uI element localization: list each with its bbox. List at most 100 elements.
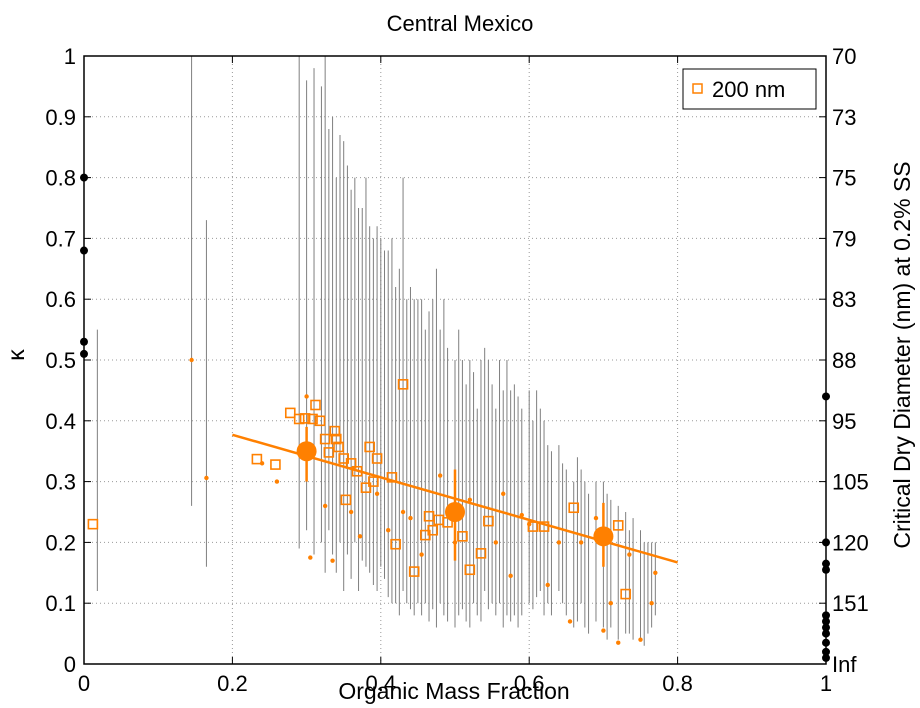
square-point	[371, 453, 383, 464]
square-point	[620, 588, 631, 600]
square-point	[299, 413, 311, 424]
x-tick-label: 0	[78, 671, 90, 696]
small-point	[259, 461, 265, 466]
square-point	[323, 447, 335, 458]
y2-tick-label: 88	[832, 348, 856, 373]
small-point	[437, 473, 443, 478]
small-point	[593, 515, 599, 521]
small-point	[627, 552, 632, 557]
small-point	[501, 491, 506, 496]
small-point	[616, 640, 621, 645]
square-point	[319, 433, 331, 445]
y-tick-label: 0.6	[45, 287, 76, 312]
legend-label: 200 nm	[712, 77, 785, 102]
fit-line	[232, 433, 678, 564]
square-point	[251, 453, 263, 465]
square-point	[612, 520, 624, 531]
y-tick-label: 0.8	[45, 166, 76, 191]
small-point	[493, 540, 499, 545]
square-point	[284, 407, 296, 419]
y2-tick-label: 73	[832, 105, 856, 130]
small-point	[348, 509, 354, 515]
small-point	[189, 357, 194, 363]
y2-tick-label: 83	[832, 287, 856, 312]
y-tick-label: 0.7	[45, 226, 76, 251]
x-tick-label: 0.4	[366, 671, 397, 696]
square-point	[568, 502, 580, 514]
small-point	[330, 558, 335, 563]
small-point	[608, 601, 614, 606]
y2-tick-label: 151	[832, 591, 869, 616]
square-point	[314, 415, 326, 427]
square-point	[483, 515, 494, 527]
square-point	[457, 531, 468, 542]
square-point	[397, 379, 409, 390]
small-point	[322, 503, 328, 509]
small-point	[386, 528, 391, 533]
square-point	[340, 494, 352, 506]
y2-tick-label: 75	[832, 166, 856, 191]
x-tick-labels: 0 0.2 0.4 0.6 0.8 1	[78, 671, 832, 696]
small-point	[308, 555, 313, 560]
y-tick-label: 0.5	[45, 348, 76, 373]
y2-tick-label: 105	[832, 470, 869, 495]
y2-tick-label: 95	[832, 409, 856, 434]
small-point	[304, 394, 309, 399]
legend-marker	[692, 83, 703, 94]
legend: 200 nm	[682, 68, 817, 110]
small-point	[653, 570, 658, 575]
square-point	[310, 399, 321, 411]
small-point	[400, 509, 406, 515]
chart-title: Central Mexico	[387, 11, 534, 36]
x-axis-title: Organic Mass Fraction	[338, 678, 569, 704]
x-tick-label: 0.2	[217, 671, 248, 696]
square-point	[330, 433, 342, 445]
small-point	[649, 601, 654, 606]
square-point	[270, 459, 281, 470]
small-point	[204, 475, 209, 481]
y-axis-title: κ	[3, 349, 29, 361]
y-tick-labels: 0 0.1 0.2 0.3 0.4 0.5 0.6 0.7 0.8 0.9 1	[45, 44, 76, 677]
small-point	[638, 637, 643, 642]
tick-marks	[83, 55, 827, 665]
square-point	[293, 413, 305, 425]
y-tick-label: 1	[64, 44, 76, 69]
square-point	[464, 564, 476, 576]
square-point	[360, 482, 372, 493]
small-point	[467, 497, 473, 503]
x-tick-label: 0.8	[662, 671, 693, 696]
square-point	[87, 518, 99, 530]
square-point	[368, 476, 379, 487]
small-point	[527, 521, 532, 527]
y2-tick-label: 79	[832, 226, 856, 251]
small-point	[419, 552, 424, 557]
small-point	[519, 512, 524, 518]
square-point	[307, 413, 318, 425]
y-tick-label: 0.9	[45, 105, 76, 130]
y-tick-label: 0.3	[45, 470, 76, 495]
square-point	[408, 566, 420, 577]
small-point	[508, 573, 513, 579]
y2-tick-labels: Inf 151 120 105 95 88 83 79 75 73 70	[832, 44, 869, 677]
y-tick-label: 0.4	[45, 409, 76, 434]
small-point	[357, 534, 363, 539]
legend-box	[682, 68, 817, 110]
y-tick-label: 0	[64, 652, 76, 677]
small-point	[556, 540, 562, 545]
y2-tick-label: Inf	[832, 652, 857, 677]
y-tick-label: 0.2	[45, 530, 76, 555]
y2-tick-label: 70	[832, 44, 856, 69]
square-point	[333, 441, 344, 453]
square-point	[475, 548, 487, 559]
small-point	[601, 628, 606, 633]
small-point	[578, 540, 584, 545]
square-point	[364, 441, 375, 453]
y-tick-label: 0.1	[45, 591, 76, 616]
data-marks	[80, 173, 830, 662]
y2-axis-title: Critical Dry Diameter (nm) at 0.2% SS	[889, 161, 915, 548]
small-point	[567, 619, 573, 624]
y2-tick-label: 120	[832, 530, 869, 555]
small-point	[274, 479, 280, 484]
